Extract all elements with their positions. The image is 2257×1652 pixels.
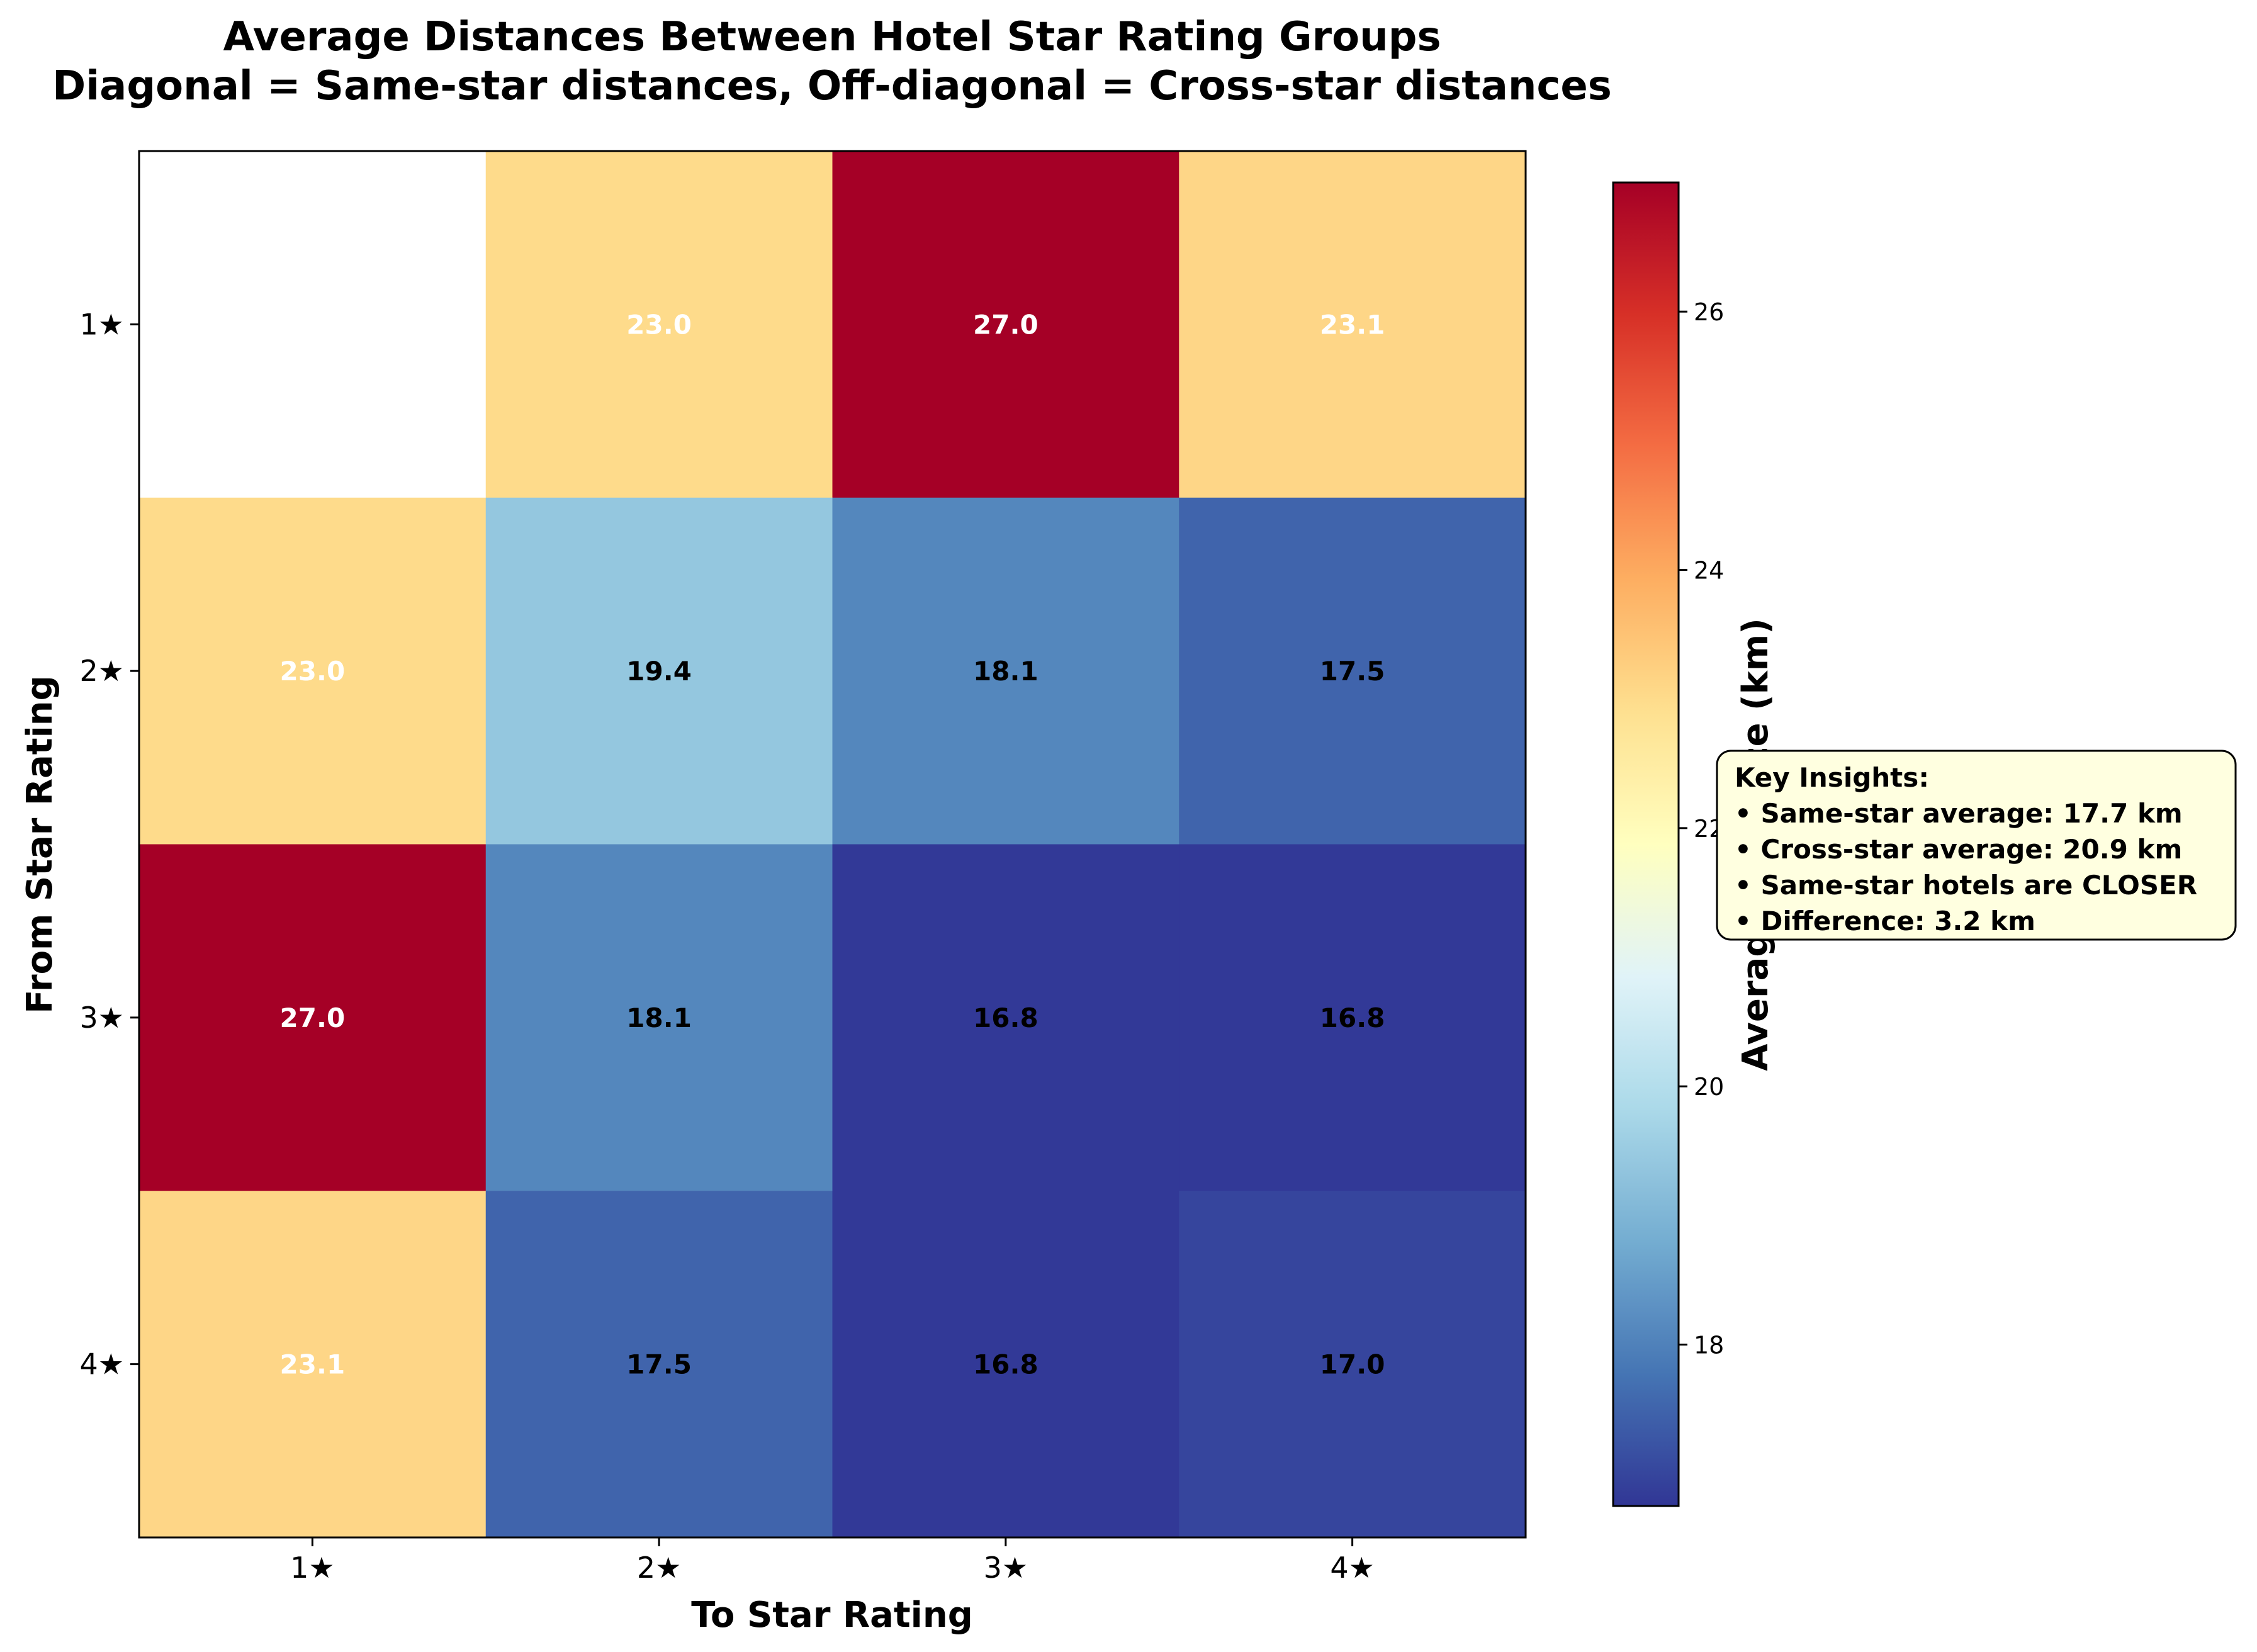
y-tick-label: 1★ [79, 307, 124, 341]
y-tick-label: 2★ [79, 654, 124, 688]
heatmap-cell [485, 1191, 833, 1538]
heatmap-cell [1179, 151, 1526, 498]
colorbar-tick-label: 26 [1694, 298, 1724, 326]
y-axis-ticks: 1★ 2★ 3★ 4★ [79, 307, 139, 1381]
insights-line: • Same-star hotels are CLOSER [1735, 870, 2197, 901]
cell-value-label: 17.0 [1320, 1349, 1385, 1380]
x-tick-label: 3★ [984, 1551, 1028, 1585]
y-axis-label: From Star Rating [20, 675, 60, 1013]
heatmap-cell [139, 1191, 487, 1538]
heatmap-cell [832, 151, 1179, 498]
cell-value-label: 23.0 [280, 656, 346, 687]
insights-line: Key Insights: [1735, 762, 1929, 793]
heatmap-cell [139, 151, 487, 498]
insights-line: • Difference: 3.2 km [1735, 906, 2035, 936]
chart-title-line1: Average Distances Between Hotel Star Rat… [223, 14, 1441, 60]
x-axis-ticks: 1★ 2★ 3★ 4★ [290, 1537, 1375, 1585]
heatmap-cell [139, 497, 487, 845]
cell-value-label: 17.5 [1320, 656, 1385, 687]
heatmap-cell [485, 844, 833, 1191]
heatmap-cell [485, 497, 833, 845]
colorbar-tick-label: 18 [1694, 1332, 1724, 1359]
heatmap-cells: 23.0 27.0 23.1 23.0 19.4 18.1 17.5 27.0 18.1 16.8… [139, 151, 1526, 1538]
x-axis-label: To Star Rating [691, 1595, 973, 1636]
heatmap-cell [485, 151, 833, 498]
cell-value-label: 16.8 [1320, 1003, 1385, 1033]
cell-value-label: 23.1 [1320, 309, 1385, 340]
insights-box: Key Insights: • Same-star average: 17.7 … [1716, 750, 2237, 941]
insights-line: • Same-star average: 17.7 km [1735, 798, 2183, 829]
chart-title-line2: Diagonal = Same-star distances, Off-diag… [52, 63, 1612, 110]
heatmap-cell [832, 844, 1179, 1191]
heatmap-cell [832, 1191, 1179, 1538]
heatmap-cell [1179, 497, 1526, 845]
cell-value-label: 23.1 [280, 1349, 346, 1380]
plot-frame [138, 150, 1527, 1539]
colorbar [1612, 181, 1680, 1507]
insights-line: • Cross-star average: 20.9 km [1735, 834, 2182, 865]
cell-value-label: 17.5 [626, 1349, 692, 1380]
cell-value-label: 23.0 [626, 309, 692, 340]
x-tick-label: 2★ [637, 1551, 682, 1585]
colorbar-tick-label: 20 [1694, 1073, 1724, 1101]
cell-value-label: 19.4 [626, 656, 692, 687]
heatmap-cell [139, 844, 487, 1191]
insights-box-background [1716, 750, 2237, 941]
x-tick-label: 4★ [1330, 1551, 1375, 1585]
cell-value-label: 27.0 [280, 1003, 346, 1033]
cell-value-label: 27.0 [973, 309, 1038, 340]
heatmap-cell [1179, 844, 1526, 1191]
cell-value-label: 16.8 [973, 1003, 1038, 1033]
y-tick-label: 4★ [79, 1347, 124, 1381]
heatmap-cell [832, 497, 1179, 845]
y-tick-label: 3★ [79, 1001, 124, 1035]
x-tick-label: 1★ [290, 1551, 335, 1585]
cell-value-label: 18.1 [973, 656, 1038, 687]
colorbar-tick-label: 24 [1694, 557, 1724, 585]
heatmap-cell [1179, 1191, 1526, 1538]
cell-value-label: 18.1 [626, 1003, 692, 1033]
cell-value-label: 16.8 [973, 1349, 1038, 1380]
